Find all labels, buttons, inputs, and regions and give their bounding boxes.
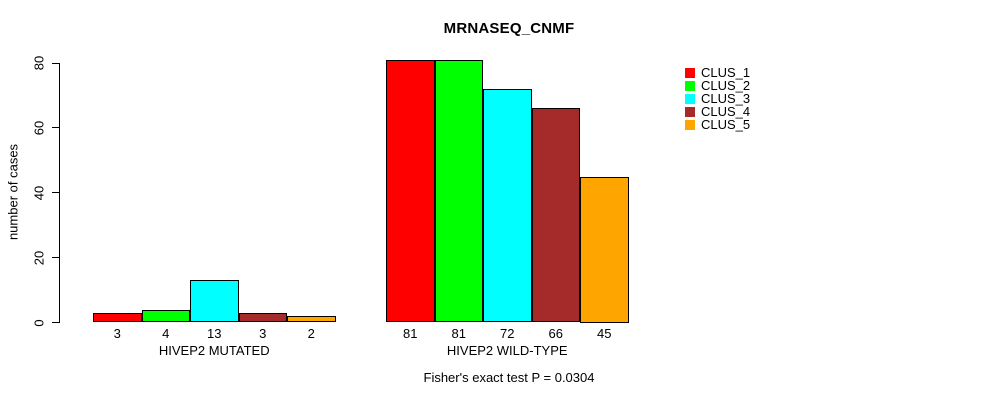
bar-value-label: 72 bbox=[500, 326, 515, 341]
legend-label: CLUS_2 bbox=[701, 78, 751, 93]
bar-value-label: 13 bbox=[207, 326, 222, 341]
y-axis-tick-label: 60 bbox=[31, 120, 47, 136]
category-label: HIVEP2 WILD-TYPE bbox=[446, 343, 568, 358]
bar-clus_3 bbox=[190, 280, 239, 323]
bar-value-label: 81 bbox=[451, 326, 466, 341]
bar-clus_5 bbox=[287, 316, 336, 323]
bar-clus_4 bbox=[531, 108, 580, 323]
legend-color-swatch bbox=[685, 80, 695, 91]
bar-value-label: 3 bbox=[259, 326, 267, 341]
y-axis-tick-label: 20 bbox=[31, 250, 47, 265]
y-axis-tick-label: 0 bbox=[31, 318, 47, 327]
y-axis-line bbox=[59, 63, 60, 323]
bar-clus_5 bbox=[580, 176, 629, 323]
fisher-test-annotation: Fisher's exact test P = 0.0304 bbox=[423, 370, 595, 385]
legend-item: CLUS_4 bbox=[685, 105, 750, 118]
bar-value-label: 81 bbox=[403, 326, 418, 341]
legend-item: CLUS_1 bbox=[685, 66, 750, 79]
legend-label: CLUS_3 bbox=[701, 91, 751, 106]
legend-item: CLUS_2 bbox=[685, 79, 750, 92]
y-axis-tick bbox=[52, 322, 59, 323]
y-axis-tick bbox=[52, 127, 59, 129]
bar-clus_1 bbox=[386, 59, 435, 323]
legend-item: CLUS_3 bbox=[685, 92, 750, 105]
y-axis-tick bbox=[52, 62, 59, 64]
bar-value-label: 3 bbox=[113, 326, 121, 341]
y-axis-tick bbox=[52, 192, 59, 194]
y-axis-tick-label: 80 bbox=[31, 55, 47, 71]
bar-value-label: 2 bbox=[307, 326, 315, 341]
bar-clus_4 bbox=[238, 312, 287, 323]
legend-color-swatch bbox=[685, 67, 695, 78]
bar-clus_1 bbox=[93, 312, 142, 323]
legend-color-swatch bbox=[685, 93, 695, 104]
bar-value-label: 4 bbox=[162, 326, 170, 341]
legend-color-swatch bbox=[685, 106, 695, 117]
legend-label: CLUS_5 bbox=[701, 117, 751, 132]
category-label: HIVEP2 MUTATED bbox=[158, 343, 270, 358]
legend-label: CLUS_1 bbox=[701, 65, 751, 80]
legend-label: CLUS_4 bbox=[701, 104, 751, 119]
legend-color-swatch bbox=[685, 119, 695, 130]
y-axis-tick-label: 40 bbox=[31, 185, 47, 200]
bar-clus_3 bbox=[483, 88, 532, 323]
legend: CLUS_1 CLUS_2 CLUS_3 CLUS_4 CLUS_5 bbox=[685, 66, 750, 131]
legend-item: CLUS_5 bbox=[685, 118, 750, 131]
bar-value-label: 66 bbox=[548, 326, 563, 341]
bar-value-label: 45 bbox=[597, 326, 612, 341]
bar-clus_2 bbox=[141, 309, 190, 323]
chart-title: MRNASEQ_CNMF bbox=[443, 20, 575, 37]
bar-clus_2 bbox=[434, 59, 483, 323]
y-axis-tick bbox=[52, 257, 59, 259]
